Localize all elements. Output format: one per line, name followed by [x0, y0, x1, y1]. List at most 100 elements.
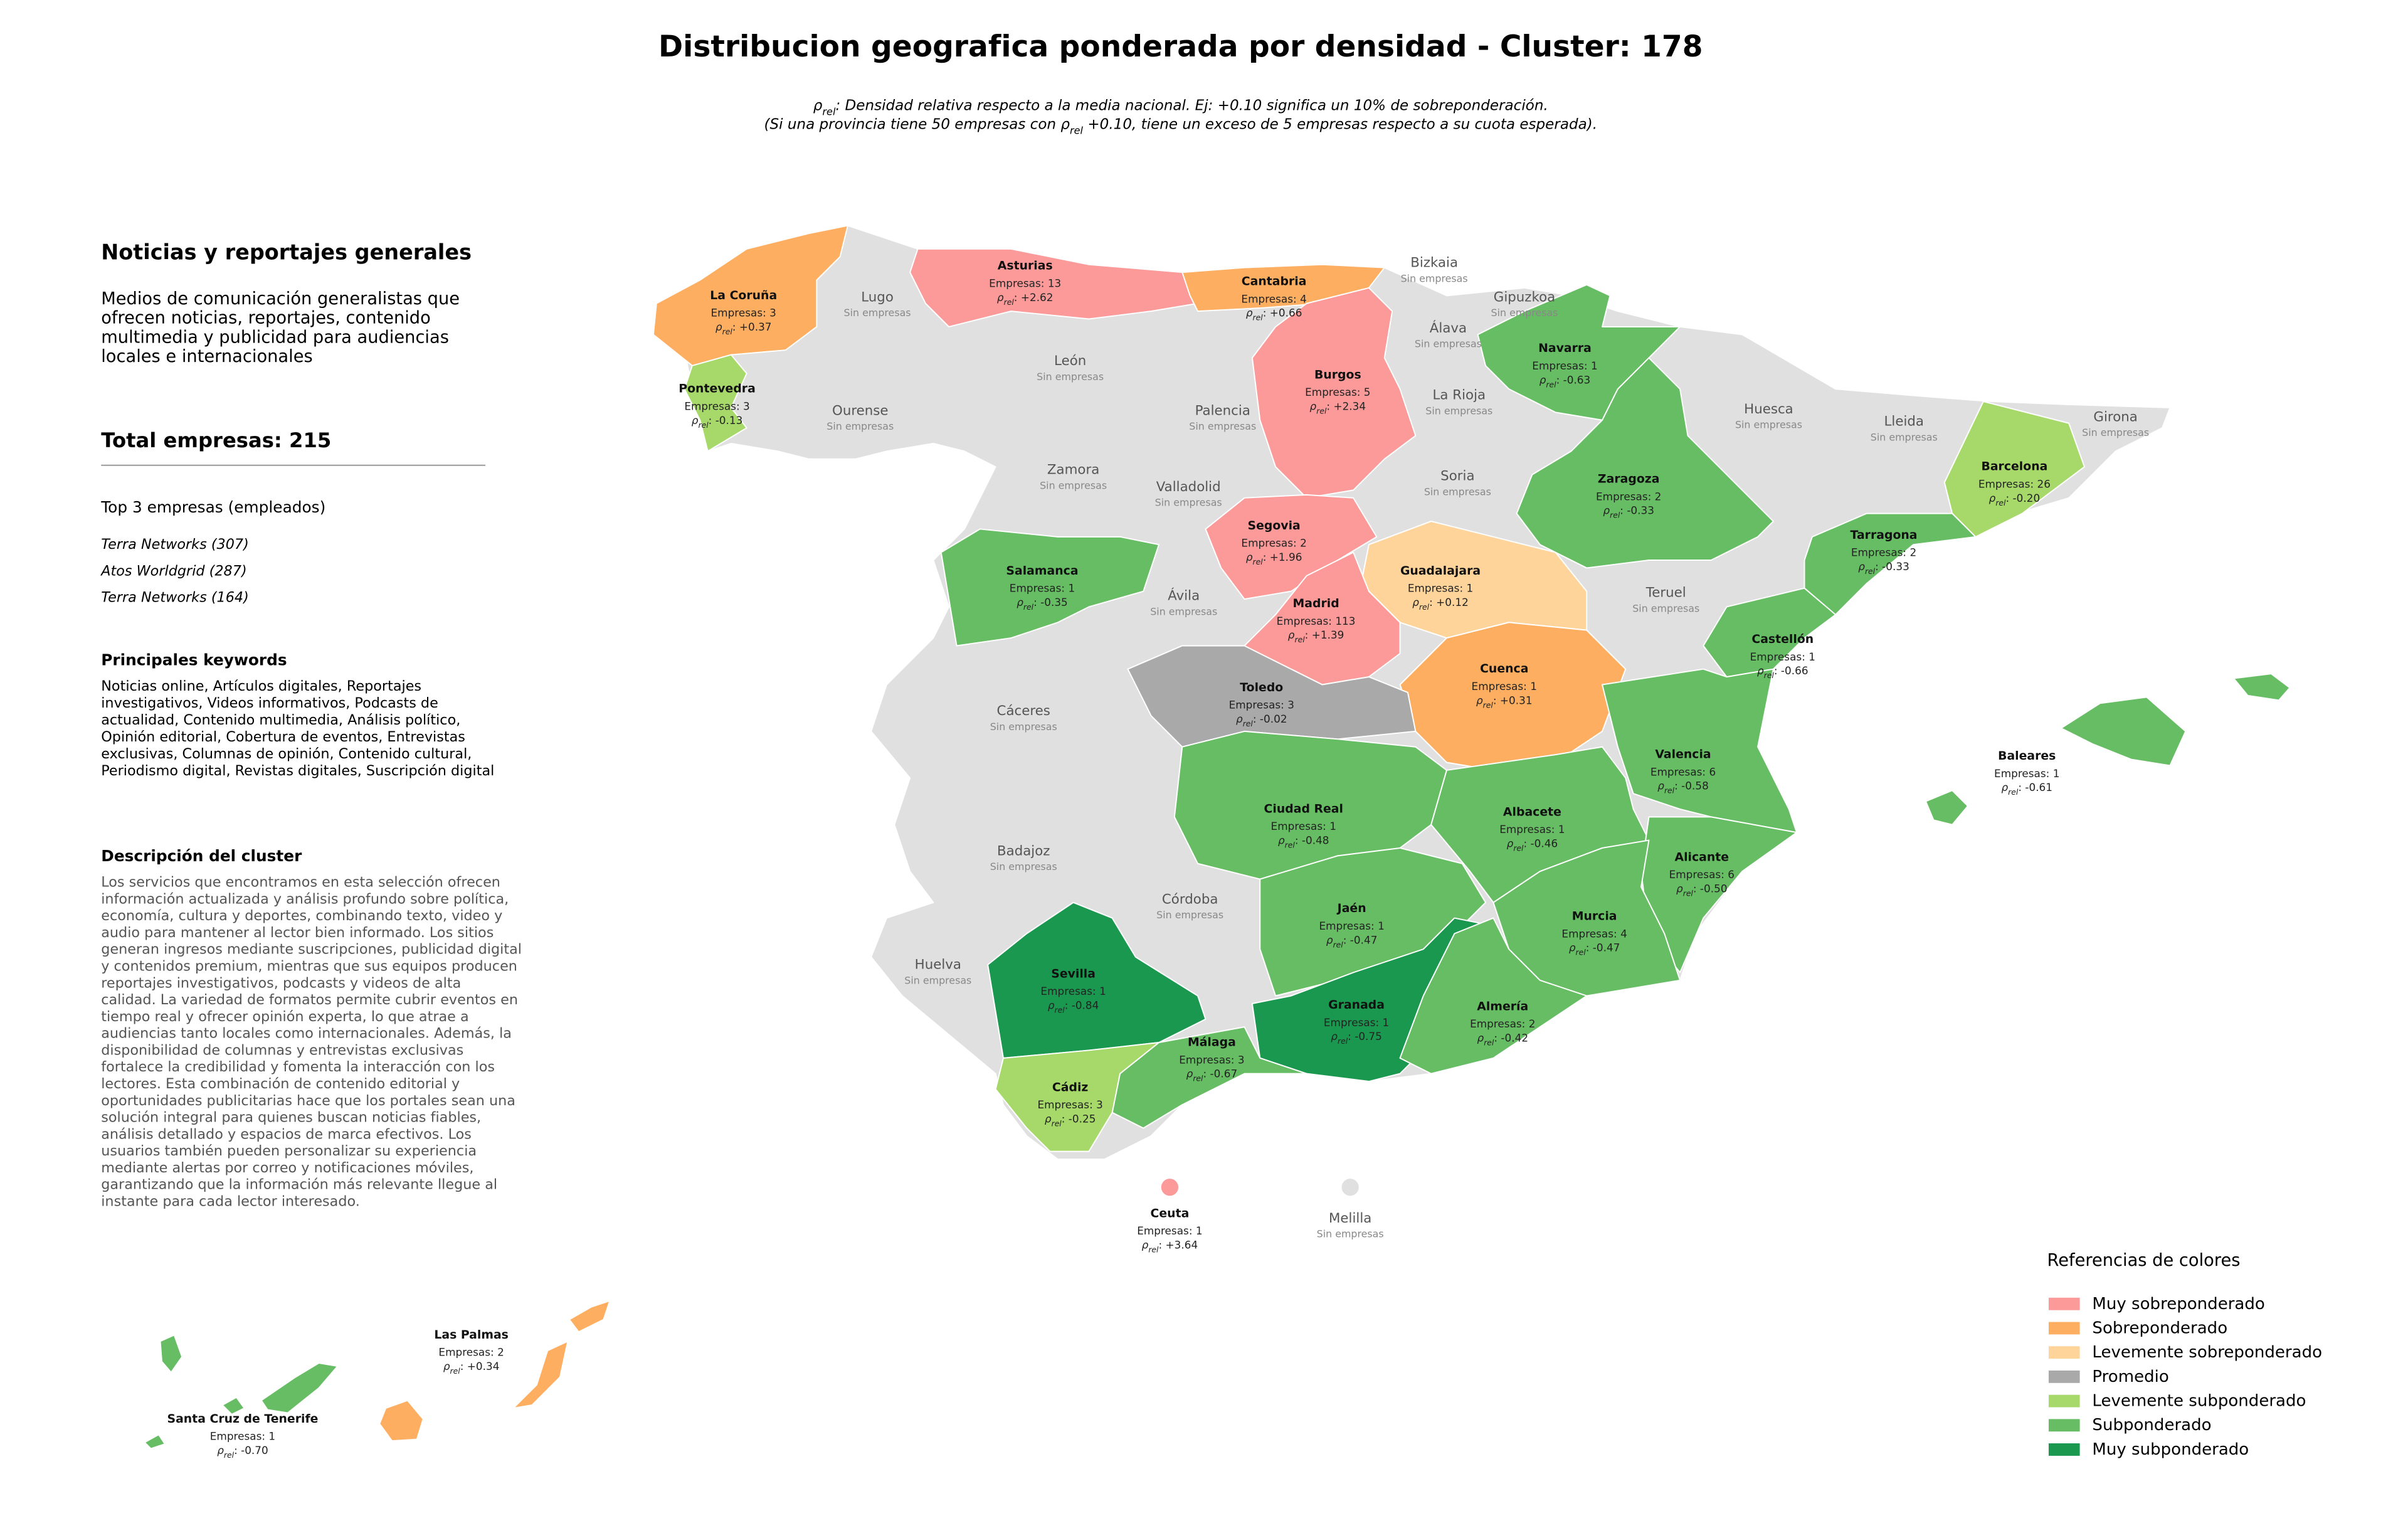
province-name: Álava	[1430, 320, 1467, 336]
province-shape	[1251, 287, 1417, 499]
province-companies: Empresas: 113	[1277, 615, 1356, 627]
no-companies: Sin empresas	[1491, 307, 1558, 319]
province-name: Granada	[1328, 999, 1385, 1012]
rho-symbol: ρ	[1142, 1239, 1149, 1251]
rho-subscript: rel	[1546, 379, 1556, 389]
rho-subscript: rel	[2008, 787, 2019, 797]
legend-label: Muy subponderado	[2092, 1440, 2249, 1459]
rho-value: +2.34	[1333, 400, 1366, 412]
rho-subscript: rel	[1338, 1036, 1348, 1046]
subtitle: ρrel: Densidad relativa respecto a la me…	[813, 98, 1548, 118]
province-name: Navarra	[1538, 342, 1592, 355]
rho-symbol: ρ	[1603, 504, 1610, 517]
province-companies: Empresas: 1	[210, 1430, 275, 1443]
province-name: Toledo	[1240, 681, 1283, 694]
description-line: disponibilidad de columnas y entrevistas…	[101, 1042, 463, 1058]
rho-separator: :	[709, 414, 712, 427]
rho-subscript: rel	[1243, 719, 1254, 728]
legend-label: Muy sobreponderado	[2092, 1295, 2264, 1313]
province-shape	[1703, 587, 1837, 678]
rho-symbol: ρ	[1569, 942, 1576, 954]
province-rho: ρrel: -0.46	[1507, 837, 1558, 853]
province-shape	[940, 528, 1160, 647]
companies-value: 2	[1655, 490, 1662, 502]
rho-value: -0.46	[1531, 837, 1558, 850]
province-name: Cuenca	[1480, 662, 1528, 676]
province-name: León	[1054, 353, 1086, 369]
companies-label: Empresas:	[1532, 359, 1587, 372]
companies-value: 1	[1558, 823, 1565, 836]
province-name: Baleares	[1998, 750, 2056, 763]
keywords-line: investigativos, Videos informativos, Pod…	[101, 695, 438, 711]
rho-separator: :	[1263, 551, 1267, 563]
province-shape	[2233, 673, 2291, 701]
companies-value: 1	[1068, 582, 1075, 595]
description-line: instante para cada lector interesado.	[101, 1194, 360, 1210]
summary-line: Medios de comunicación generalistas que	[101, 289, 460, 309]
province-companies: Empresas: 4	[1561, 927, 1627, 940]
province-name: Alicante	[1675, 851, 1729, 864]
province-name: Barcelona	[1981, 460, 2047, 474]
companies-label: Empresas:	[1010, 582, 1065, 595]
province-rho: ρrel: -0.66	[1757, 664, 1809, 680]
rho-value: -0.02	[1260, 713, 1287, 725]
companies-label: Empresas:	[1669, 868, 1724, 881]
province-name: Santa Cruz de Tenerife	[167, 1413, 319, 1426]
legend-swatch	[2048, 1370, 2080, 1383]
companies-value: 1	[1329, 820, 1336, 832]
rho-separator: :	[1429, 596, 1433, 608]
companies-label: Empresas:	[1305, 386, 1360, 398]
province-companies: Empresas: 1	[1010, 582, 1075, 595]
companies-label: Empresas:	[711, 307, 766, 319]
rho-symbol: ρ	[1186, 1068, 1193, 1080]
province-companies: Empresas: 1	[1271, 820, 1336, 832]
companies-label: Empresas:	[1277, 615, 1332, 627]
legend: Referencias de colores Muy sobreponderado…	[2047, 1251, 2322, 1459]
rho-separator: :	[1326, 400, 1330, 412]
province-name: Lugo	[861, 289, 894, 305]
province-name: Asturias	[998, 260, 1053, 273]
rho-separator: :	[460, 1360, 464, 1372]
rho-symbol: ρ	[716, 321, 722, 333]
rho-subscript: rel	[1004, 297, 1015, 307]
companies-value: 2	[1909, 546, 1916, 559]
description-line: garantizando que la información más rele…	[101, 1177, 497, 1193]
companies-label: Empresas:	[438, 1346, 494, 1359]
province-name: Málaga	[1188, 1036, 1236, 1049]
province-rho: ρrel: -0.20	[1989, 492, 2041, 507]
description-line: fortalece la credibilidad y fomenta la i…	[101, 1059, 495, 1075]
subtitle-part: ρ	[813, 98, 823, 114]
rho-value: -0.33	[1882, 560, 1909, 573]
rho-subscript: rel	[1253, 313, 1264, 322]
companies-label: Empresas:	[684, 400, 739, 412]
rho-symbol: ρ	[1476, 694, 1483, 706]
province-name: Pontevedra	[679, 383, 756, 396]
companies-label: Empresas:	[1241, 537, 1296, 549]
description-line: lectores. Esta combinación de contenido …	[101, 1076, 460, 1092]
province-companies: Empresas: 1	[1750, 650, 1815, 663]
province-shape	[1127, 645, 1417, 748]
rho-symbol: ρ	[1236, 713, 1243, 725]
companies-label: Empresas:	[1472, 680, 1527, 692]
province-name: Sevilla	[1051, 967, 1096, 980]
companies-value: 113	[1335, 615, 1355, 627]
province-name: Cantabria	[1242, 275, 1307, 289]
province-shape	[1602, 668, 1798, 834]
province-rho: ρrel: -0.42	[1477, 1032, 1529, 1048]
province-name: La Coruña	[710, 289, 777, 302]
province-name: Ourense	[832, 403, 888, 418]
province-shape	[2060, 696, 2187, 767]
province-rho: ρrel: +1.96	[1246, 551, 1302, 566]
no-companies: Sin empresas	[2082, 427, 2149, 438]
province-rho: ρrel: -0.61	[2001, 781, 2052, 797]
rho-symbol: ρ	[2001, 781, 2008, 793]
companies-label: Empresas:	[1137, 1224, 1192, 1237]
rho-subscript: rel	[1576, 948, 1587, 957]
description-line: análisis detallado y espacios de marca e…	[101, 1126, 472, 1142]
rho-value: -0.75	[1354, 1030, 1382, 1043]
subscript: rel	[822, 106, 836, 118]
province-companies: Empresas: 1	[1408, 582, 1473, 595]
province-rho: ρrel: -0.35	[1017, 596, 1068, 612]
rho-value: +3.64	[1166, 1239, 1198, 1251]
